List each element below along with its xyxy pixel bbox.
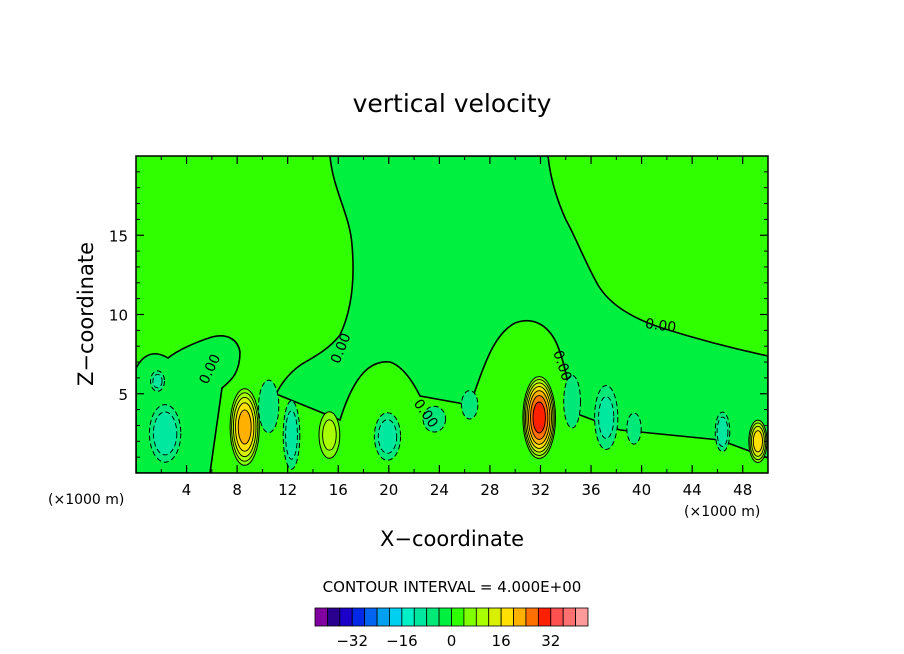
colorbar-swatch xyxy=(339,607,353,627)
x-tick-label: 28 xyxy=(480,481,499,499)
colorbar-tick-label: 0 xyxy=(447,632,457,650)
chart-title: vertical velocity xyxy=(353,89,552,118)
x-axis-label: X−coordinate xyxy=(380,527,524,551)
x-tick-label: 40 xyxy=(632,481,651,499)
contour-label-2: 0.00 xyxy=(644,316,677,336)
contour-interval-text: CONTOUR INTERVAL = 4.000E+00 xyxy=(323,578,582,596)
colorbar-swatch xyxy=(562,607,576,627)
y-axis-label: Z−coordinate xyxy=(74,242,98,386)
y-axis-ticks: 5 10 15 xyxy=(109,171,768,458)
colorbar-swatch xyxy=(438,607,452,627)
colorbar-swatch xyxy=(314,607,328,627)
velocity-cell xyxy=(258,379,280,434)
velocity-cell xyxy=(282,400,301,470)
x-tick-label: 16 xyxy=(329,481,348,499)
contour-ring xyxy=(258,379,280,434)
contour-ring xyxy=(626,412,642,445)
x-axis-ticks: 4 8 12 16 20 24 28 32 36 40 44 48 xyxy=(160,156,752,499)
colorbar-swatch xyxy=(513,607,527,627)
velocity-cell xyxy=(148,404,182,463)
contour-ring xyxy=(322,419,337,451)
velocity-cell xyxy=(461,390,479,420)
y-tick-label: 5 xyxy=(118,386,128,404)
colorbar-tick-label: 32 xyxy=(541,632,560,650)
contour-ring xyxy=(285,410,298,460)
velocity-cell xyxy=(422,405,447,433)
contour-ring xyxy=(422,405,447,433)
contour-ring xyxy=(716,416,729,447)
velocity-field xyxy=(136,156,768,473)
x-tick-label: 8 xyxy=(232,481,242,499)
contour-ring xyxy=(563,374,581,429)
velocity-cell xyxy=(318,411,341,459)
velocity-cell xyxy=(714,411,731,452)
x-unit-right: (×1000 m) xyxy=(684,504,760,520)
velocity-cells xyxy=(148,370,768,470)
velocity-cell xyxy=(229,388,260,466)
x-tick-label: 48 xyxy=(733,481,752,499)
x-tick-label: 4 xyxy=(182,481,192,499)
x-tick-label: 32 xyxy=(531,481,550,499)
colorbar-swatch xyxy=(550,607,564,627)
x-tick-label: 36 xyxy=(581,481,600,499)
contour-ring xyxy=(532,401,546,434)
colorbar-swatch xyxy=(463,607,477,627)
colorbar-tick-label: −16 xyxy=(386,632,418,650)
contour-ring xyxy=(152,373,163,389)
velocity-cell xyxy=(373,412,402,461)
colorbar-swatch xyxy=(488,607,502,627)
colorbar-swatch xyxy=(401,607,415,627)
colorbar-tick-label: −32 xyxy=(336,632,368,650)
colorbar-swatch xyxy=(475,607,490,627)
colorbar xyxy=(314,607,589,627)
colorbar-swatch xyxy=(327,607,341,627)
contour-ring xyxy=(377,419,398,454)
x-tick-label: 20 xyxy=(379,481,398,499)
contour-ring xyxy=(152,411,178,456)
colorbar-tick-label: 16 xyxy=(492,632,511,650)
velocity-cell xyxy=(522,376,557,459)
contour-ring xyxy=(598,396,615,439)
colorbar-swatch xyxy=(389,607,403,627)
zero-velocity-region xyxy=(274,156,768,459)
colorbar-swatch xyxy=(413,607,428,627)
y-tick-label: 15 xyxy=(109,227,128,245)
colorbar-swatch xyxy=(351,607,366,627)
colorbar-swatch xyxy=(364,607,378,627)
colorbar-swatch xyxy=(525,607,539,627)
x-tick-label: 44 xyxy=(683,481,702,499)
colorbar-swatch xyxy=(537,607,552,627)
colorbar-swatch xyxy=(500,607,514,627)
x-tick-label: 24 xyxy=(430,481,449,499)
x-unit-left: (×1000 m) xyxy=(48,492,124,508)
velocity-cell xyxy=(150,370,165,392)
colorbar-tick-labels: −32 −16 0 16 32 xyxy=(336,632,560,650)
velocity-cell xyxy=(748,419,768,463)
y-tick-label: 10 xyxy=(109,307,128,325)
contour-ring xyxy=(237,409,252,445)
velocity-cell xyxy=(594,385,619,450)
colorbar-swatch xyxy=(451,607,465,627)
velocity-cell xyxy=(626,412,642,445)
x-tick-label: 12 xyxy=(278,481,297,499)
contour-ring xyxy=(461,390,479,420)
velocity-cell xyxy=(563,374,581,429)
colorbar-swatch xyxy=(575,607,589,627)
contour-ring xyxy=(752,430,763,453)
colorbar-swatch xyxy=(376,607,390,627)
colorbar-swatch xyxy=(426,607,440,627)
